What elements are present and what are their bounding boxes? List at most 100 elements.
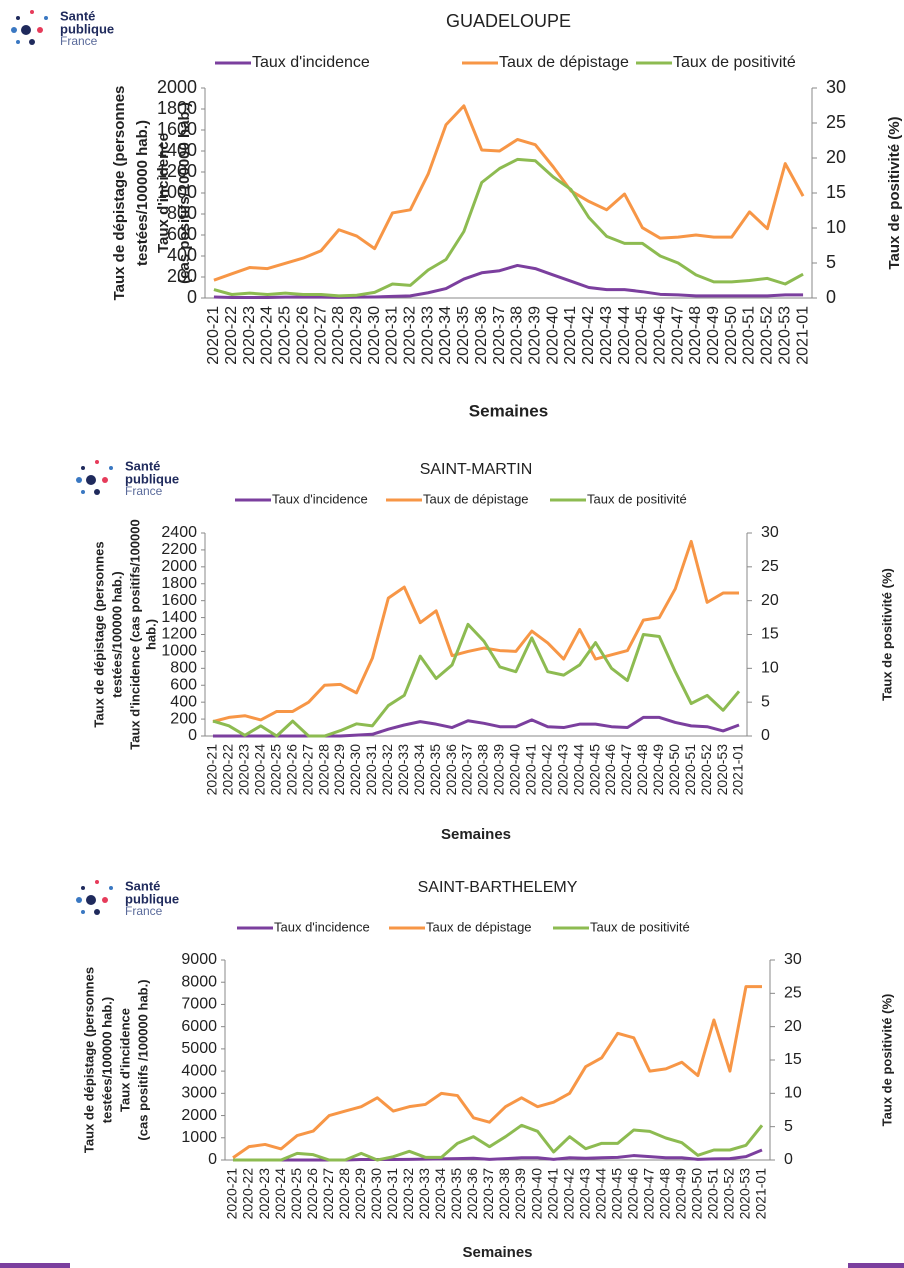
logo-dot [44, 16, 48, 20]
x-tick-label: 2020-35 [455, 306, 472, 365]
y2-tick-label: 10 [826, 217, 846, 237]
y-tick-label: 8000 [181, 973, 217, 990]
x-tick-label: 2020-27 [320, 1168, 336, 1220]
logo-dot [95, 460, 99, 464]
x-tick-label: 2020-33 [419, 306, 436, 365]
y2-tick-label: 5 [784, 1118, 793, 1135]
y-tick-label: 0 [208, 1151, 217, 1168]
logo-dot [102, 477, 108, 483]
x-tick-label: 2020-36 [473, 306, 490, 365]
y-tick-label: 1600 [161, 592, 197, 609]
logo-text: publique [60, 21, 114, 36]
x-tick-label: 2020-22 [240, 1168, 256, 1220]
x-tick-label: 2020-49 [673, 1168, 689, 1220]
logo-text: France [125, 904, 163, 918]
logo-dot [109, 466, 113, 470]
x-tick-label: 2020-49 [650, 744, 666, 796]
x-tick-label: 2020-52 [721, 1168, 737, 1220]
y-tick-label: 2000 [161, 558, 197, 575]
x-tick-label: 2020-39 [512, 1168, 528, 1220]
logo-dot [16, 16, 20, 20]
logo-text: France [60, 34, 98, 48]
y2-tick-label: 30 [761, 524, 779, 541]
y2-tick-label: 15 [784, 1051, 802, 1068]
logo-dot [81, 886, 85, 890]
y-axis-label: Taux d'incidence (cas positifs/100000 [127, 519, 142, 749]
x-tick-label: 2020-33 [395, 744, 411, 796]
x-tick-label: 2020-29 [348, 306, 365, 365]
y-tick-label: 2400 [161, 524, 197, 541]
y-tick-label: 1200 [161, 626, 197, 643]
logo-dot [95, 880, 99, 884]
y-tick-label: 1800 [161, 575, 197, 592]
x-tick-label: 2020-29 [331, 744, 347, 796]
x-tick-label: 2020-42 [538, 744, 554, 796]
x-tick-label: 2020-21 [224, 1168, 240, 1220]
y-axis-label: Taux de dépistage (personnes [81, 967, 96, 1153]
y-tick-label: 1800 [157, 98, 197, 118]
x-tick-label: 2021-01 [753, 1168, 769, 1220]
legend-label: Taux de positivité [673, 54, 796, 71]
x-tick-label: 2020-41 [562, 306, 579, 365]
y2-tick-label: 0 [761, 727, 770, 744]
y-tick-label: 7000 [181, 996, 217, 1013]
decor-bar [848, 1263, 904, 1268]
x-tick-label: 2020-44 [570, 744, 586, 796]
y-tick-label: 9000 [181, 951, 217, 968]
logo-text: publique [125, 471, 179, 486]
x-tick-label: 2020-31 [363, 744, 379, 796]
x-tick-label: 2020-41 [544, 1168, 560, 1220]
x-tick-label: 2020-22 [220, 744, 236, 796]
x-tick-label: 2020-50 [689, 1168, 705, 1220]
y-tick-label: 1400 [161, 609, 197, 626]
x-tick-label: 2020-21 [204, 744, 220, 796]
series-line [233, 1148, 763, 1162]
series-line [212, 715, 740, 738]
x-tick-label: 2020-24 [272, 1168, 288, 1220]
x-axis-label: Semaines [441, 826, 511, 843]
x-tick-label: 2020-30 [366, 306, 383, 365]
series-line [213, 104, 805, 282]
y-tick-label: 200 [170, 710, 197, 727]
x-tick-label: 2020-32 [400, 1168, 416, 1220]
logo-dot [81, 466, 85, 470]
y2-tick-label: 0 [826, 287, 836, 307]
y2-tick-label: 20 [761, 592, 779, 609]
chart-title: SAINT-MARTIN [420, 461, 533, 478]
logo-text: Santé [60, 8, 95, 23]
x-tick-label: 2020-23 [256, 1168, 272, 1220]
x-tick-label: 2020-31 [384, 1168, 400, 1220]
x-tick-label: 2020-51 [705, 1168, 721, 1220]
y-axis-label: Taux d'incidence [155, 133, 172, 253]
legend-label: Taux de positivité [587, 491, 687, 506]
y-tick-label: 2200 [161, 541, 197, 558]
legend-label: Taux d'incidence [252, 54, 370, 71]
logo-dot [76, 897, 82, 903]
y-axis-label: testées/100000 hab.) [99, 997, 114, 1123]
y-tick-label: 5000 [181, 1040, 217, 1057]
logo-dot [94, 909, 100, 915]
x-tick-label: 2020-43 [576, 1168, 592, 1220]
x-tick-label: 2020-44 [616, 306, 633, 365]
x-tick-label: 2020-42 [560, 1168, 576, 1220]
y2-tick-label: 30 [784, 951, 802, 968]
legend-label: Taux d'incidence [274, 919, 370, 934]
x-tick-label: 2020-22 [223, 306, 240, 365]
y-tick-label: 6000 [181, 1018, 217, 1035]
y-tick-label: 400 [170, 693, 197, 710]
x-tick-label: 2020-23 [241, 306, 258, 365]
y-axis-label: (cas positifs /100000 hab.) [135, 979, 150, 1140]
y-tick-label: 1000 [161, 643, 197, 660]
legend-label: Taux de dépistage [499, 54, 629, 71]
x-tick-label: 2020-52 [698, 744, 714, 796]
series-line [233, 1123, 764, 1162]
x-tick-label: 2020-48 [657, 1168, 673, 1220]
y-tick-label: 1200 [157, 161, 197, 181]
y-tick-label: 1400 [157, 140, 197, 160]
x-tick-label: 2020-36 [443, 744, 459, 796]
x-tick-label: 2021-01 [794, 306, 811, 365]
logo-text: France [125, 484, 163, 498]
y2-tick-label: 5 [826, 252, 836, 272]
y2-tick-label: 15 [761, 626, 779, 643]
